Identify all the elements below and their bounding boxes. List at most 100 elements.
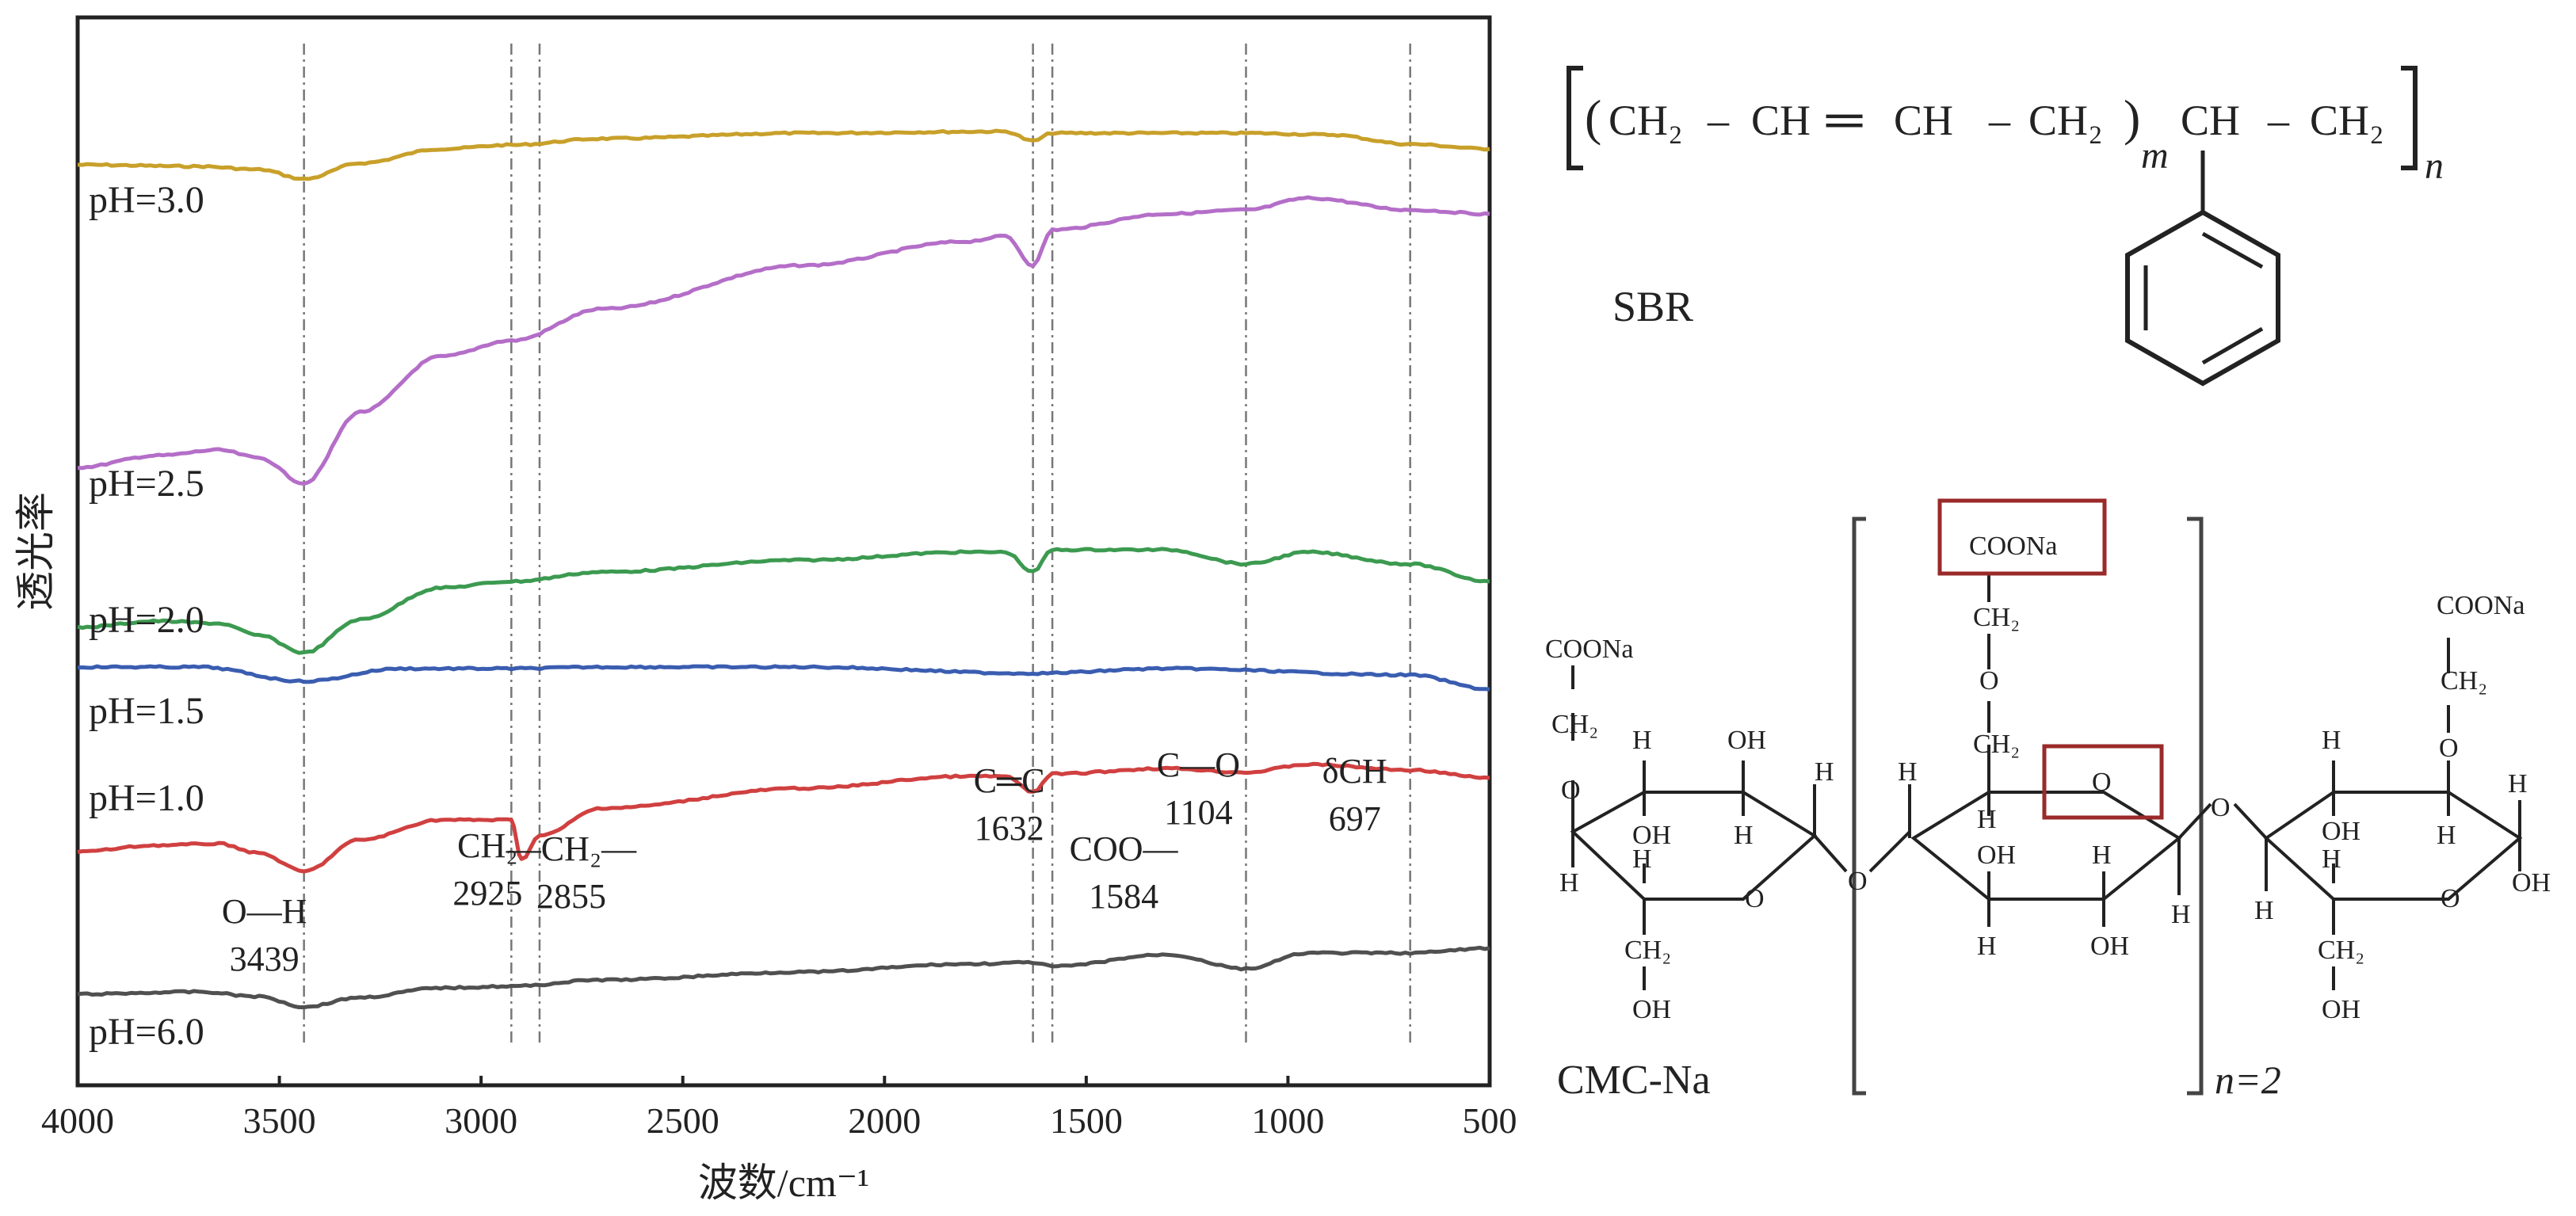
sbr-formula-part: ): [2124, 90, 2140, 146]
peak-annotation-ch2: CH₂: [457, 826, 517, 865]
repeat-count-label: n=2: [2215, 1058, 2281, 1102]
cmc-right-bracket: [2187, 517, 2204, 1096]
series-line-pH25: [77, 195, 1490, 486]
series-label: pH=2.0: [89, 599, 204, 641]
ch2-label: CH₂: [1624, 936, 1671, 965]
peak-annotation-cc: C═C: [974, 761, 1045, 800]
peak-annotation-ch2b: —CH₂—: [506, 829, 637, 868]
peak-annotation-co: 1104: [1164, 793, 1232, 832]
ftir-chart: pH=3.0 pH=2.5 pH=2.0 pH=1.5 pH=1.0 pH=6.0 O—H…: [13, 15, 1517, 1205]
o-label: O: [1979, 666, 1999, 696]
cmc-left-bracket: [1852, 517, 1866, 1096]
benzene-double-bond: [2201, 326, 2264, 365]
h-label: H: [1632, 844, 1652, 874]
sbr-formula-part: CH₂: [2310, 97, 2384, 144]
x-tick-label: 2500: [647, 1100, 719, 1141]
o-label: O: [2092, 768, 2112, 797]
ch2-label: CH₂: [1973, 730, 2020, 759]
oh-label: OH: [1632, 821, 1671, 850]
oh-label: OH: [2322, 995, 2360, 1024]
sbr-formula-part: CH₂: [1609, 97, 1683, 144]
bond: [2177, 802, 2212, 840]
sbr-formula-part: m: [2141, 135, 2169, 177]
h-label: H: [2322, 726, 2341, 755]
coona-label: COONa: [2437, 591, 2524, 620]
x-tick-label: 3000: [445, 1100, 517, 1141]
coona-label: COONa: [1545, 635, 1633, 664]
oh-label: OH: [1977, 841, 2016, 870]
glucose-ring: [1570, 791, 1818, 901]
peak-annotation-dch: δCH: [1322, 752, 1387, 791]
x-tick-label: 1500: [1050, 1100, 1123, 1141]
cmc-na-structure: [1570, 498, 2523, 1096]
series-line-pH30: [77, 128, 1490, 181]
ch2-label: CH₂: [2318, 936, 2364, 965]
oh-label: OH: [2512, 868, 2551, 898]
o-label: O: [1848, 867, 1868, 896]
cmc-na-label: CMC-Na: [1557, 1058, 1711, 1103]
sbr-structure: ( CH₂ – CH ═ CH – CH₂ ) m CH – CH₂ n SBR: [1567, 66, 2444, 387]
sbr-formula-part: –: [1988, 97, 2011, 144]
x-tick-label: 3500: [243, 1100, 316, 1141]
ch2-label: CH₂: [2441, 666, 2487, 696]
o-label: O: [2211, 793, 2231, 822]
oh-label: OH: [2322, 817, 2360, 846]
plot-frame: [75, 15, 1492, 1088]
series-label: pH=1.5: [89, 690, 204, 732]
series-label: pH=3.0: [89, 179, 204, 221]
h-label: H: [2508, 769, 2528, 799]
x-tick-label: 1000: [1251, 1100, 1324, 1141]
h-label: H: [1898, 757, 1918, 787]
peak-annotation-coo: COO—: [1070, 829, 1179, 868]
o-label: O: [2441, 884, 2460, 913]
peak-annotation-cc: 1632: [975, 809, 1044, 848]
ch2-label: CH₂: [1551, 710, 1598, 739]
sbr-formula-part: (: [1585, 90, 1601, 146]
oh-label: OH: [1632, 995, 1671, 1024]
h-label: H: [2437, 821, 2456, 850]
sbr-formula-part: ═: [1826, 91, 1863, 147]
h-label: H: [1559, 868, 1579, 898]
x-tick-label: 500: [1463, 1100, 1517, 1141]
h-label: H: [1977, 932, 1997, 961]
h-label: H: [2254, 896, 2274, 925]
series-line-pH15: [77, 664, 1490, 692]
sbr-formula-part: CH: [1751, 97, 1811, 144]
series-line-pH20: [77, 547, 1490, 655]
peak-annotation-ch2: 2925: [452, 874, 522, 913]
h-label: H: [1977, 805, 1997, 834]
h-label: H: [1815, 757, 1834, 787]
series-line-pH10: [77, 761, 1490, 874]
h-label: H: [2092, 841, 2112, 870]
peak-annotation-ch2b: 2855: [536, 877, 606, 916]
sbr-formula-part: CH: [2181, 97, 2240, 144]
ch2-label: CH₂: [1973, 603, 2020, 632]
bond: [1868, 830, 1911, 873]
sbr-formula-part: –: [1707, 97, 1730, 144]
o-label: O: [2439, 734, 2459, 763]
oh-label: OH: [2090, 932, 2129, 961]
peak-annotations: O—H 3439 CH₂ 2925 —CH₂— 2855 C═C 1632 COO— 1584 C—…: [222, 745, 1387, 978]
peak-annotation-coo: 1584: [1089, 877, 1158, 916]
x-tick-label: 4000: [41, 1100, 114, 1141]
peak-annotation-dch: 697: [1329, 799, 1381, 838]
y-axis-title: 透光率: [13, 492, 58, 611]
sbr-formula-part: –: [2267, 97, 2290, 144]
h-label: H: [2322, 844, 2341, 874]
h-label: H: [1632, 726, 1652, 755]
sbr-formula-part: n: [2425, 145, 2444, 187]
o-label: O: [1561, 776, 1581, 805]
series-label: pH=2.5: [89, 463, 204, 505]
peak-annotation-oh: O—H: [222, 892, 307, 931]
sbr-right-bracket: [2401, 66, 2418, 170]
peak-annotation-oh: 3439: [230, 940, 300, 978]
series-label: pH=1.0: [89, 777, 204, 819]
x-tick-label: 2000: [848, 1100, 921, 1141]
cmc-na-text: COONa CH₂ O H OH OH H H O H CH₂ OH H O C…: [1545, 532, 2551, 1103]
highlight-box-ring-oxygen: [2042, 744, 2164, 820]
sbr-left-bracket: [1567, 66, 1583, 170]
bond: [1813, 834, 1848, 873]
o-label: O: [1745, 884, 1765, 913]
glucose-ring: [2263, 791, 2523, 901]
